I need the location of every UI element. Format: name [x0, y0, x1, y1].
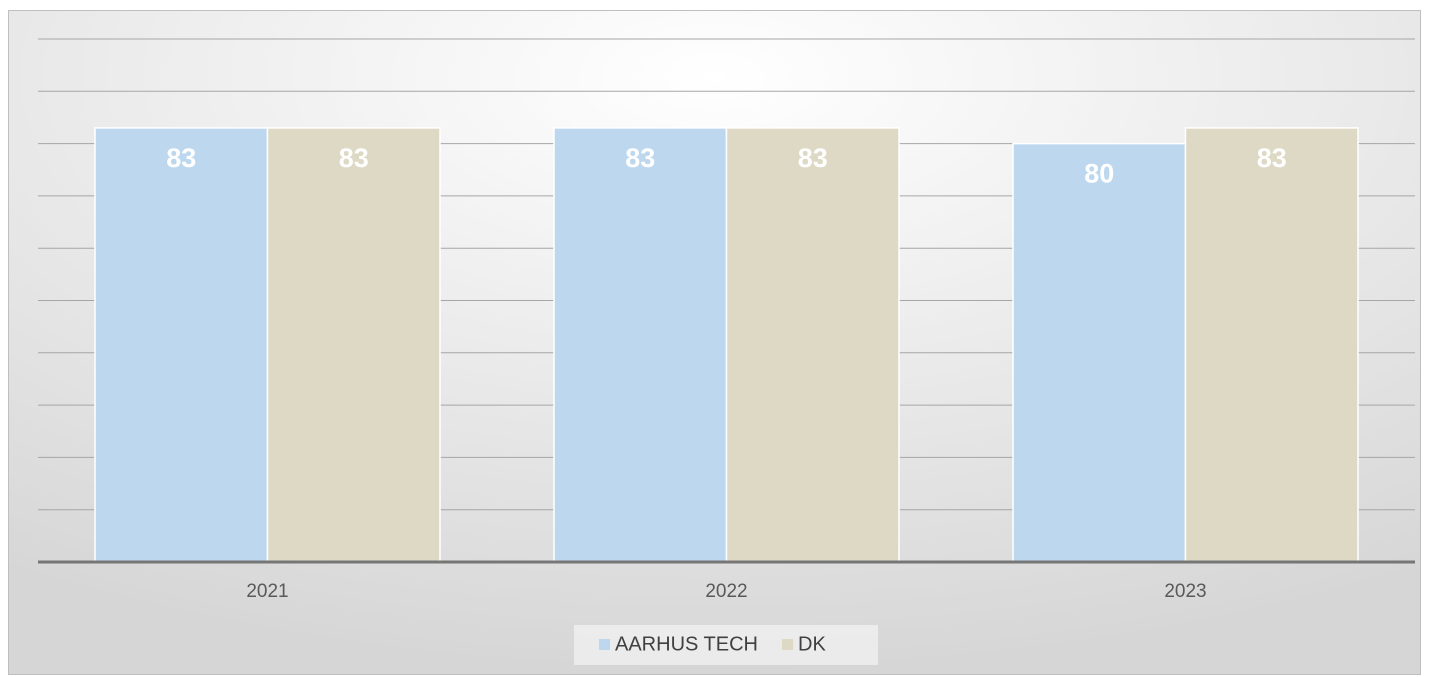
legend-label: AARHUS TECH	[615, 633, 758, 655]
x-tick-label: 2022	[705, 581, 747, 602]
legend-label: DK	[798, 633, 826, 655]
bar	[1184, 127, 1359, 563]
bar	[266, 127, 441, 563]
data-label: 83	[1257, 143, 1287, 173]
legend-swatch	[599, 639, 610, 650]
x-tick-label: 2021	[246, 581, 288, 602]
legend-box	[574, 625, 878, 665]
bar	[553, 127, 728, 563]
legend-swatch	[782, 639, 793, 650]
bar	[94, 127, 269, 563]
data-label: 83	[798, 143, 828, 173]
data-label: 80	[1084, 159, 1114, 189]
x-tick-label: 2023	[1164, 581, 1206, 602]
data-label: 83	[339, 143, 369, 173]
bar	[1012, 142, 1187, 563]
data-label: 83	[166, 143, 196, 173]
data-label: 83	[625, 143, 655, 173]
bar	[725, 127, 900, 563]
